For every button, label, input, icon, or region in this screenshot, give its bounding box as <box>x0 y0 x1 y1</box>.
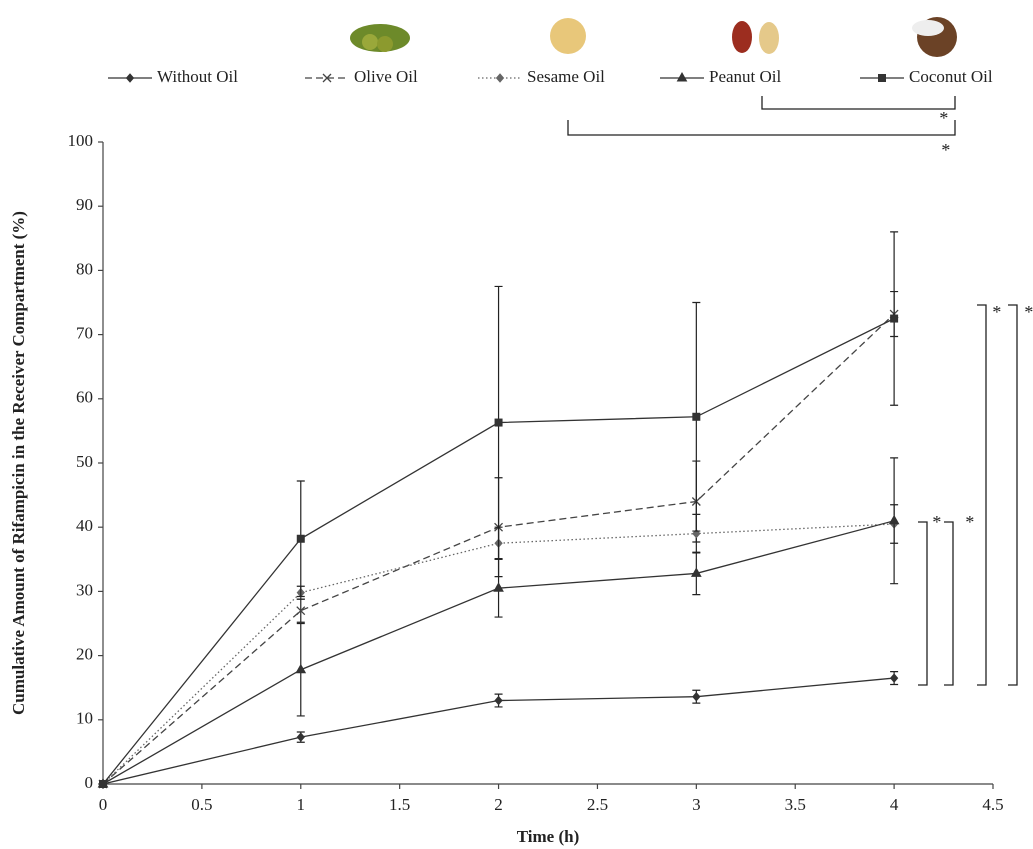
legend-icons <box>350 17 957 57</box>
y-tick-label: 70 <box>76 324 93 343</box>
x-tick-label: 0 <box>99 795 108 814</box>
x-tick-label: 3 <box>692 795 701 814</box>
data-point <box>495 697 502 705</box>
legend-marker <box>678 73 687 81</box>
y-tick-label: 40 <box>76 516 93 535</box>
data-point <box>297 535 304 542</box>
data-point <box>100 781 107 788</box>
significance-star: * <box>965 512 974 532</box>
data-point <box>494 583 503 591</box>
y-tick-label: 80 <box>76 259 93 278</box>
y-tick-label: 90 <box>76 195 93 214</box>
y-tick-label: 30 <box>76 580 93 599</box>
significance-star: * <box>992 302 1001 322</box>
legend-marker <box>879 75 886 82</box>
data-point <box>693 413 700 420</box>
significance-brackets <box>568 96 1017 685</box>
legend-marker <box>497 74 504 82</box>
legend-label: Coconut Oil <box>909 67 993 86</box>
y-axis-label: Cumulative Amount of Rifampicin in the R… <box>9 211 28 715</box>
data-point <box>297 733 304 741</box>
legend-label: Sesame Oil <box>527 67 605 86</box>
data-point <box>891 315 898 322</box>
x-tick-label: 1 <box>297 795 306 814</box>
legend-label: Olive Oil <box>354 67 418 86</box>
data-point <box>891 674 898 682</box>
data-point <box>890 516 899 524</box>
x-tick-label: 2 <box>494 795 503 814</box>
x-tick-label: 3.5 <box>785 795 806 814</box>
x-tick-label: 4 <box>890 795 899 814</box>
x-tick-label: 1.5 <box>389 795 410 814</box>
x-tick-label: 2.5 <box>587 795 608 814</box>
y-tick-label: 50 <box>76 452 93 471</box>
y-tick-label: 100 <box>68 131 94 150</box>
legend-label: Peanut Oil <box>709 67 782 86</box>
y-tick-label: 60 <box>76 388 93 407</box>
y-tick-label: 0 <box>85 773 94 792</box>
y-tick-label: 10 <box>76 709 93 728</box>
significance-star: * <box>941 140 950 160</box>
significance-star: * <box>932 512 941 532</box>
data-point <box>495 419 502 426</box>
legend-marker <box>127 74 134 82</box>
y-tick-label: 20 <box>76 645 93 664</box>
x-tick-label: 4.5 <box>982 795 1003 814</box>
chart: Cumulative Amount of Rifampicin in the R… <box>0 0 1033 849</box>
significance-star: * <box>1024 302 1033 322</box>
data-point <box>693 693 700 701</box>
axis-line <box>103 142 993 784</box>
x-tick-label: 0.5 <box>191 795 212 814</box>
x-axis-label: Time (h) <box>517 827 580 846</box>
legend-label: Without Oil <box>157 67 238 86</box>
significance-star: * <box>939 108 948 128</box>
